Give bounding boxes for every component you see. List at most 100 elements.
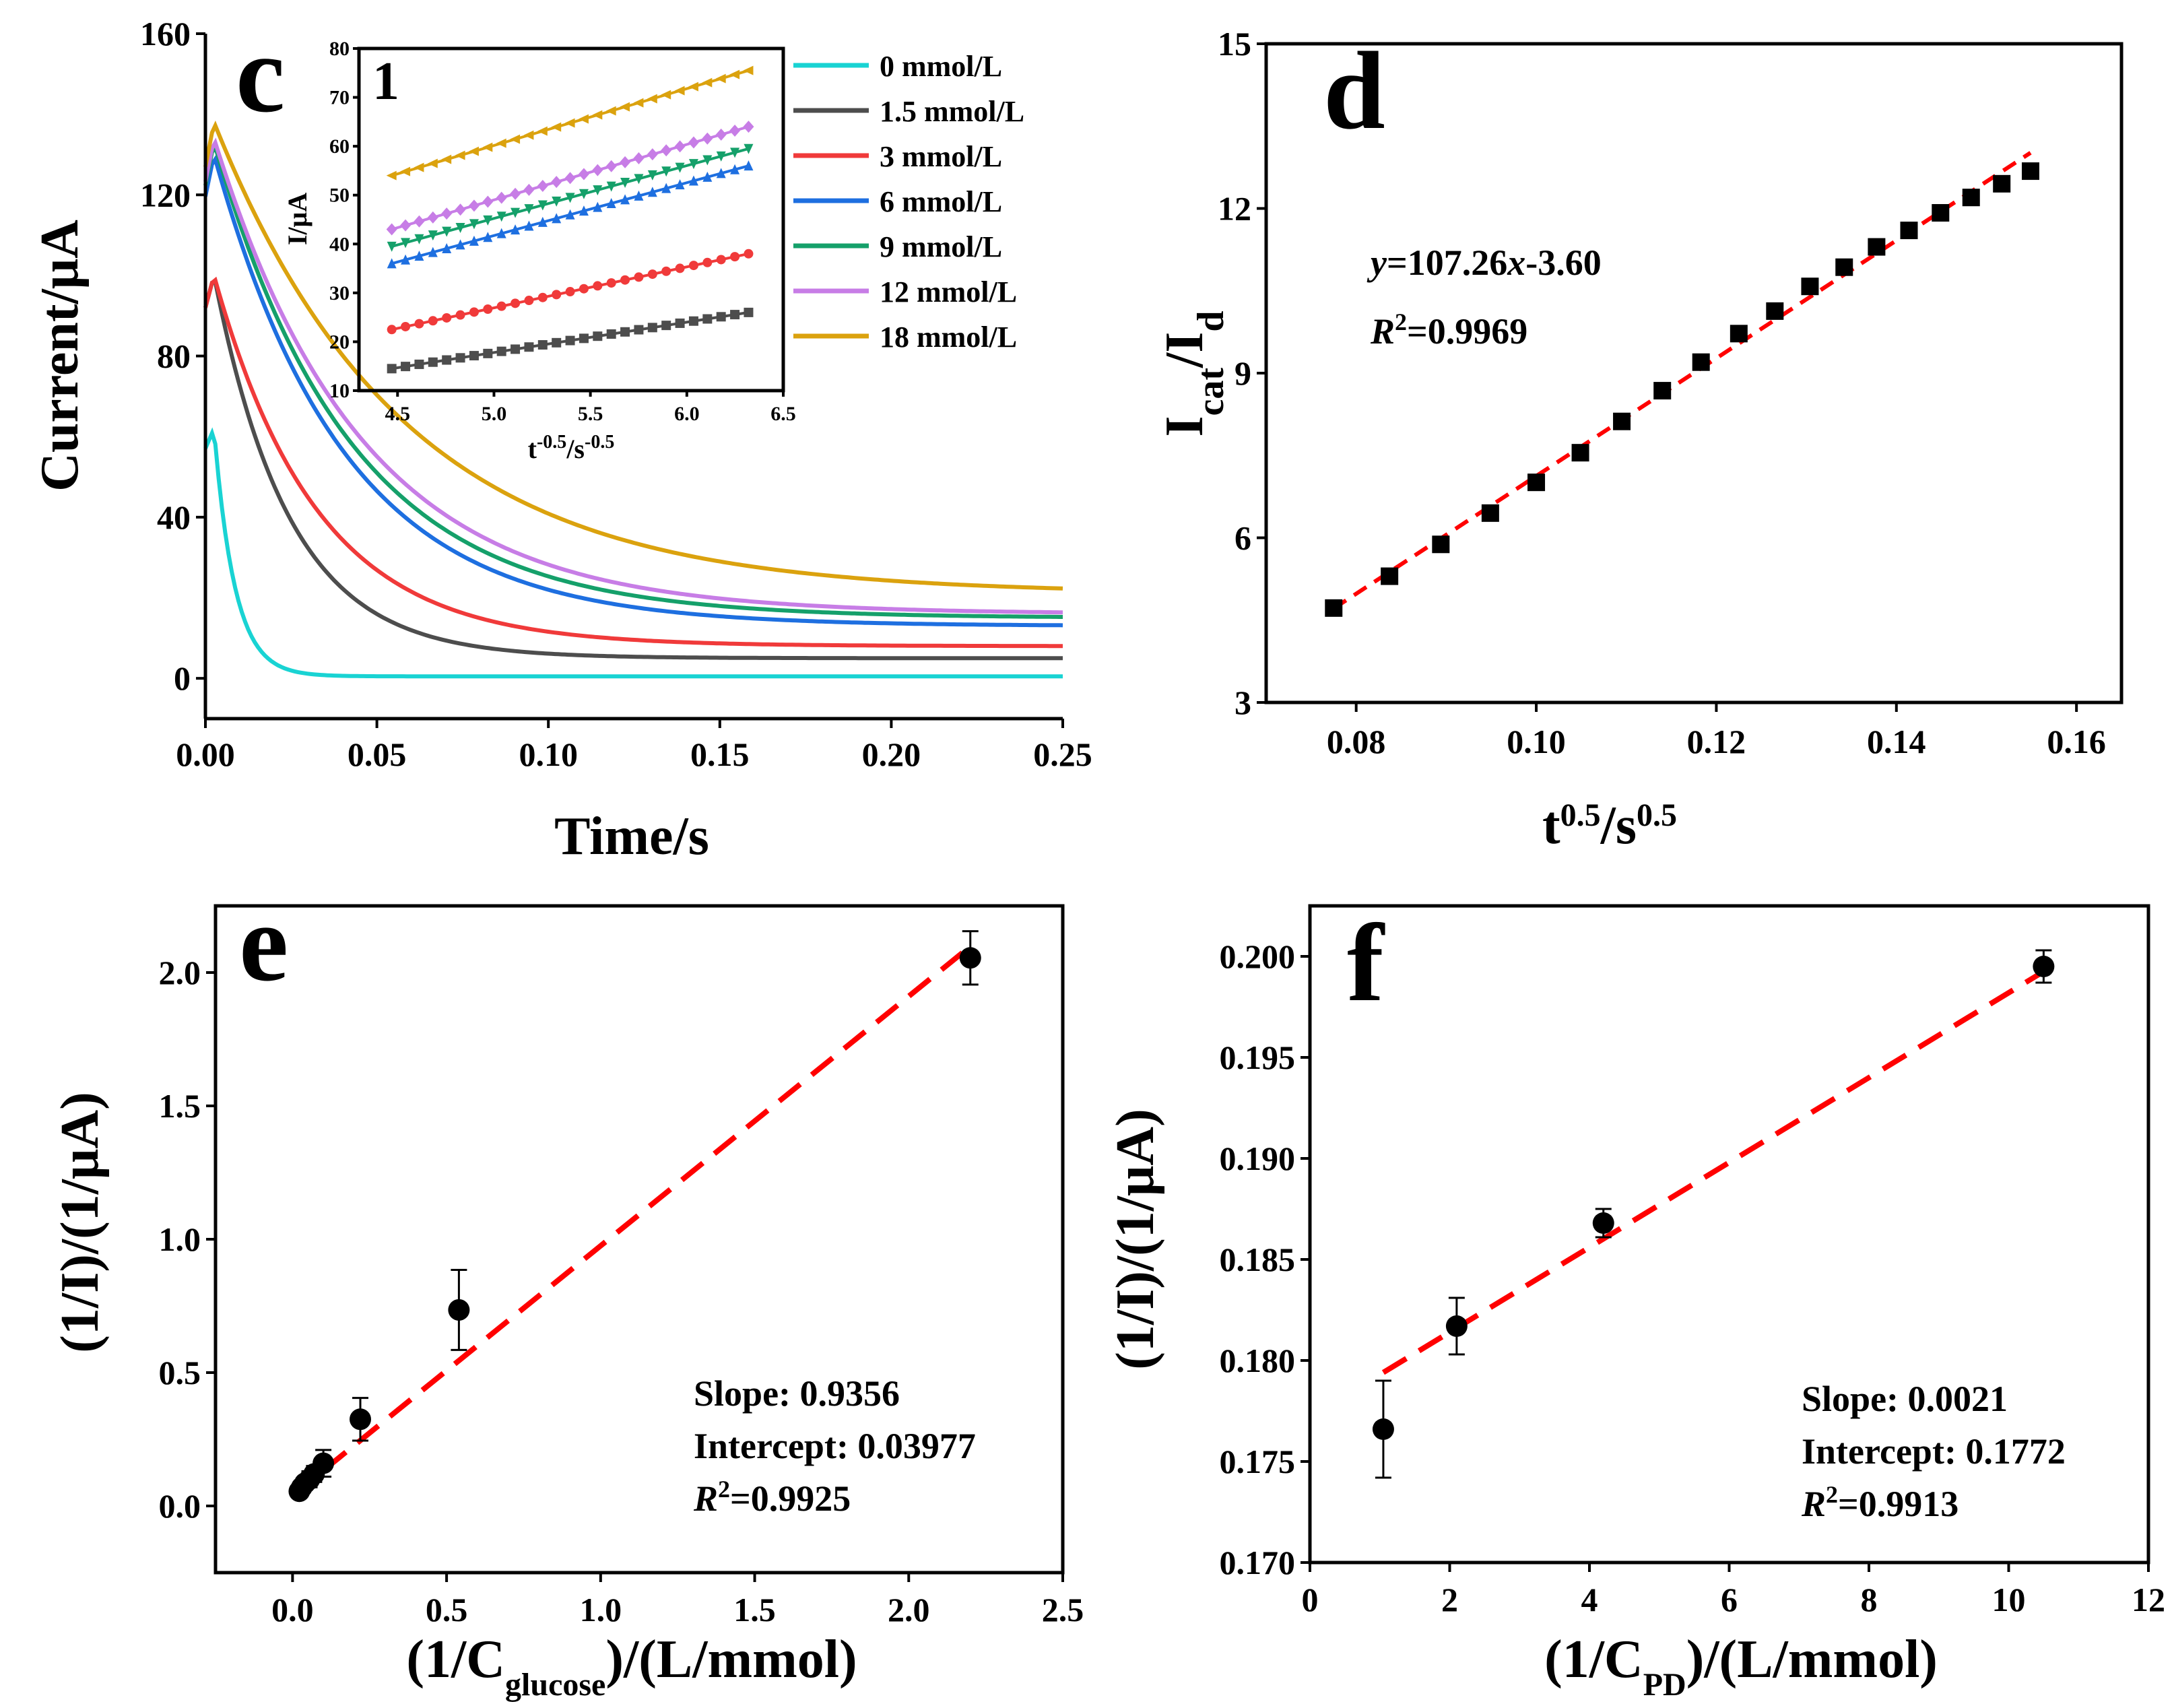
inset-x-title: t-0.5/s-0.5 xyxy=(528,432,615,465)
inset-point xyxy=(442,313,452,323)
panel-d-equation: y=107.26x-3.60 xyxy=(1367,242,1602,283)
legend-label: 1.5 mmol/L xyxy=(880,95,1024,128)
inset-point xyxy=(634,190,644,201)
inset-point xyxy=(496,138,506,148)
y-tick-label: 10 xyxy=(329,380,350,402)
inset-point xyxy=(469,219,479,230)
transient-curve xyxy=(203,154,1063,628)
panel-d-axes: 0.08 0.10 0.12 0.14 0.16 3 6 9 12 15 xyxy=(1218,25,2124,760)
inset-point xyxy=(633,98,644,108)
x-tick-label: 2.0 xyxy=(888,1591,930,1629)
inset-point xyxy=(647,170,657,180)
inset-point xyxy=(524,296,534,306)
transient-curve xyxy=(203,276,1063,649)
inset-point xyxy=(496,228,506,238)
panel-c-x-title: Time/s xyxy=(554,807,709,866)
inset-point xyxy=(620,275,630,285)
y-tick-label: 50 xyxy=(329,185,350,207)
transient-curve xyxy=(203,137,1063,615)
inset-point xyxy=(468,146,479,156)
panel-d-r2: R2=0.9969 xyxy=(1370,308,1527,352)
inset-point xyxy=(647,148,658,161)
y-tick-label: 40 xyxy=(157,498,191,536)
data-point xyxy=(959,947,981,969)
inset-point xyxy=(524,220,534,231)
inset-point xyxy=(537,180,548,193)
y-tick-label: 1.5 xyxy=(159,1087,201,1125)
fit-line xyxy=(1332,151,2032,610)
data-point xyxy=(1653,382,1672,400)
inset-point xyxy=(634,325,644,335)
inset-point xyxy=(483,348,493,358)
panel-d-y-title: Icat/Id xyxy=(1155,310,1232,436)
x-tick-label: 1.0 xyxy=(580,1591,622,1629)
inset-point xyxy=(551,122,562,132)
data-point xyxy=(1993,174,2011,193)
inset-point xyxy=(442,226,452,237)
transient-curve xyxy=(203,121,1063,591)
inset-point xyxy=(428,357,438,367)
inset-point xyxy=(428,247,438,257)
panel-e: 0.0 0.5 1.0 1.5 2.0 2.5 0.0 0.5 1.0 1.5 2.0 e (1/C… xyxy=(51,881,1084,1703)
inset-point xyxy=(386,223,397,236)
panel-f-letter: f xyxy=(1347,901,1385,1024)
x-tick-label: 2.5 xyxy=(1042,1591,1084,1629)
data-point xyxy=(1372,1418,1394,1440)
panel-c-y-title: Current/μA xyxy=(30,220,90,492)
inset-point xyxy=(702,155,713,166)
panel-f-slope: Slope: 0.0021 xyxy=(1802,1379,2008,1419)
x-tick-label: 0.14 xyxy=(1867,723,1926,760)
inset-point xyxy=(441,207,453,220)
x-tick-label: 4.5 xyxy=(385,403,411,425)
inset-point xyxy=(606,197,616,208)
panel-e-axes: 0.0 0.5 1.0 1.5 2.0 2.5 0.0 0.5 1.0 1.5 2.0 xyxy=(159,904,1084,1629)
inset-point xyxy=(744,307,754,317)
inset-point xyxy=(578,114,589,124)
inset-y-title: I/μA xyxy=(282,193,312,245)
inset-point xyxy=(688,81,698,92)
inset-point xyxy=(715,73,726,84)
inset-point xyxy=(565,287,575,297)
panel-f: 0 2 4 6 8 10 12 0.170 0.175 0.180 0.185 0.190 0.195 0… xyxy=(1106,901,2165,1703)
panel-e-x-title: (1/Cglucose)/(L/mmol) xyxy=(406,1630,857,1703)
inset-point xyxy=(565,209,575,220)
y-tick-label: 60 xyxy=(329,135,350,158)
x-tick-label: 0.15 xyxy=(690,735,750,773)
x-tick-label: 0.10 xyxy=(519,735,578,773)
inset-point xyxy=(675,179,685,190)
inset-point xyxy=(387,258,397,269)
x-tick-label: 0.20 xyxy=(862,735,921,773)
inset-point xyxy=(483,304,493,315)
inset-point xyxy=(510,134,521,144)
inset-point xyxy=(702,77,713,88)
inset-point xyxy=(523,130,534,140)
fit-line xyxy=(1381,969,2045,1375)
inset-point xyxy=(606,329,616,339)
x-tick-label: 8 xyxy=(1861,1581,1878,1618)
inset-point xyxy=(702,257,713,267)
y-tick-label: 120 xyxy=(140,176,191,214)
y-tick-label: 0.185 xyxy=(1220,1241,1296,1278)
x-tick-label: 0.10 xyxy=(1507,723,1566,760)
x-tick-label: 0.25 xyxy=(1033,735,1092,773)
legend-label: 3 mmol/L xyxy=(880,140,1002,173)
inset-point xyxy=(537,216,548,227)
x-tick-label: 6.0 xyxy=(674,403,700,425)
inset-point xyxy=(606,181,616,192)
inset-point xyxy=(674,86,685,96)
data-point xyxy=(1445,1315,1468,1337)
inset-point xyxy=(592,164,603,176)
transient-curve xyxy=(203,427,1063,679)
inset-point xyxy=(552,337,562,348)
data-point xyxy=(1932,204,1950,222)
inset-point xyxy=(743,65,754,75)
y-tick-label: 3 xyxy=(1235,684,1251,721)
x-tick-label: 5.5 xyxy=(578,403,603,425)
inset-point xyxy=(592,110,603,120)
panel-e-y-title: (1/I)/(1/μA) xyxy=(51,1092,110,1353)
inset-point xyxy=(414,359,424,369)
inset-point xyxy=(593,281,603,291)
inset-point xyxy=(702,314,713,324)
inset-point xyxy=(414,251,424,261)
